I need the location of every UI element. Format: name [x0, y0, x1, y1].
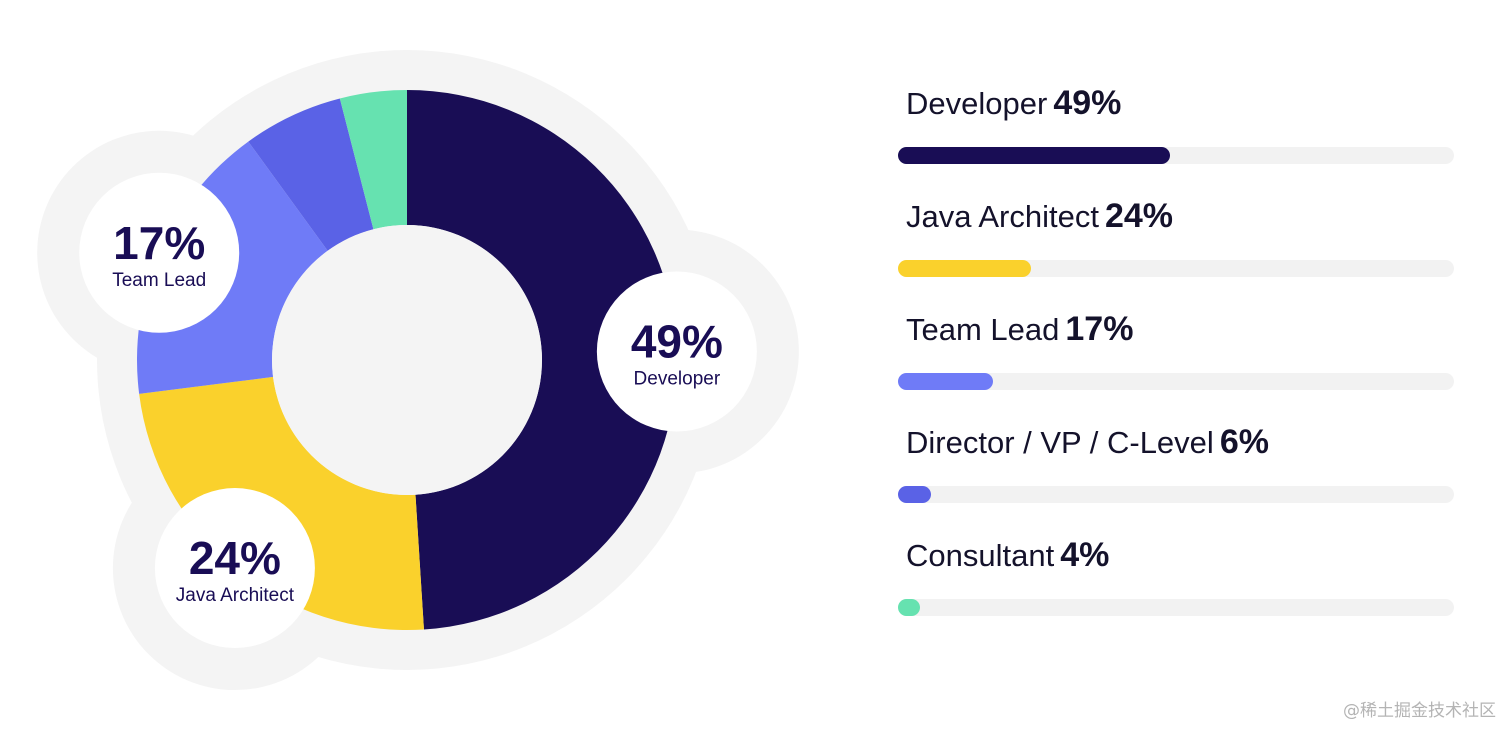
progress-track [898, 147, 1454, 164]
donut-slice [407, 90, 678, 630]
legend-label: Consultant [906, 538, 1055, 573]
legend-label: Java Architect [906, 199, 1099, 234]
legend: Developer 49% Java Architect 24% Team Lead… [898, 78, 1454, 643]
callout-label: Team Lead [112, 270, 206, 291]
legend-title: Developer 49% [906, 84, 1121, 123]
callout-percent: 49% [631, 316, 723, 368]
legend-percent: 6% [1219, 423, 1269, 461]
progress-fill [898, 373, 993, 390]
progress-track [898, 599, 1454, 616]
callout-label: Developer [634, 369, 721, 390]
donut-slice [248, 98, 374, 251]
donut-slice [339, 90, 407, 230]
callout-bubble [79, 172, 240, 333]
callout-bubble [154, 488, 315, 649]
legend-item: Team Lead 17% [898, 304, 1454, 417]
progress-fill [898, 486, 932, 503]
callout-percent: 17% [113, 217, 205, 269]
legend-percent: 49% [1053, 84, 1122, 122]
progress-track [898, 486, 1454, 503]
legend-label: Director / VP / C-Level [906, 425, 1214, 460]
legend-title: Team Lead 17% [906, 310, 1133, 349]
watermark: @稀土掘金技术社区 [1343, 701, 1496, 721]
progress-track [898, 260, 1454, 277]
callout-bubble [596, 271, 757, 432]
legend-item: Consultant 4% [898, 530, 1454, 643]
legend-percent: 4% [1060, 536, 1110, 574]
slice-callouts: 49%Developer 24%Java Architect 17%Team Lea… [79, 172, 757, 649]
legend-label: Team Lead [906, 312, 1060, 347]
donut-hole [272, 225, 542, 495]
legend-item: Java Architect 24% [898, 191, 1454, 304]
legend-label: Developer [906, 86, 1048, 121]
callout-label: Java Architect [176, 585, 295, 606]
legend-title: Consultant 4% [906, 536, 1109, 575]
callout-percent: 24% [189, 532, 281, 584]
progress-track [898, 373, 1454, 390]
legend-item: Director / VP / C-Level 6% [898, 417, 1454, 530]
legend-percent: 17% [1065, 310, 1134, 348]
legend-title: Java Architect 24% [906, 197, 1173, 236]
legend-title: Director / VP / C-Level 6% [906, 423, 1269, 462]
legend-item: Developer 49% [898, 78, 1454, 191]
legend-percent: 24% [1104, 197, 1174, 235]
progress-fill [898, 147, 1171, 164]
progress-fill [898, 260, 1032, 277]
progress-fill [898, 599, 921, 616]
donut-chart: 49%Developer 24%Java Architect 17%Team Lea… [37, 50, 799, 691]
